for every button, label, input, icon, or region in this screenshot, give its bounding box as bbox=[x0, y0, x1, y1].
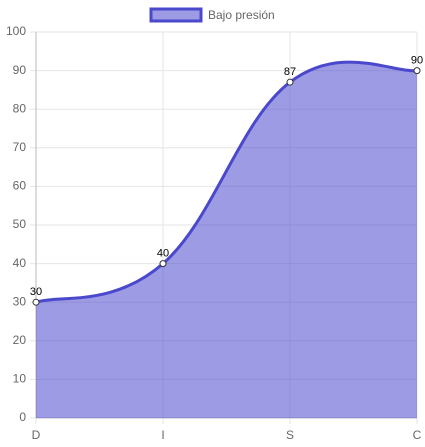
data-label: 90 bbox=[411, 55, 423, 67]
y-tick-label: 80 bbox=[13, 101, 27, 115]
y-tick-label: 10 bbox=[13, 372, 27, 386]
y-tick-label: 50 bbox=[13, 217, 27, 231]
y-tick-label: 60 bbox=[13, 179, 27, 193]
data-label: 40 bbox=[157, 248, 169, 260]
x-tick-label: I bbox=[161, 428, 164, 442]
line bbox=[35, 60, 418, 304]
area bbox=[36, 62, 417, 418]
y-tick-label: 40 bbox=[13, 256, 27, 270]
y-tick-label: 100 bbox=[6, 24, 26, 38]
legend-swatch[interactable] bbox=[149, 7, 203, 23]
y-tick-label: 30 bbox=[13, 294, 27, 308]
legend-label[interactable]: Bajo presión bbox=[208, 8, 275, 22]
y-tick-label: 70 bbox=[13, 140, 27, 154]
point bbox=[32, 298, 40, 306]
x-tick-label: D bbox=[32, 428, 41, 442]
y-tick-label: 20 bbox=[13, 333, 27, 347]
y-tick-label: 90 bbox=[13, 63, 27, 77]
data-label: 30 bbox=[30, 286, 42, 298]
x-tick-label: S bbox=[286, 428, 294, 442]
point bbox=[413, 67, 421, 75]
x-tick-label: C bbox=[413, 428, 422, 442]
point bbox=[159, 260, 167, 268]
y-tick-label: 0 bbox=[19, 410, 26, 424]
point bbox=[286, 78, 294, 86]
data-label: 87 bbox=[284, 66, 296, 78]
